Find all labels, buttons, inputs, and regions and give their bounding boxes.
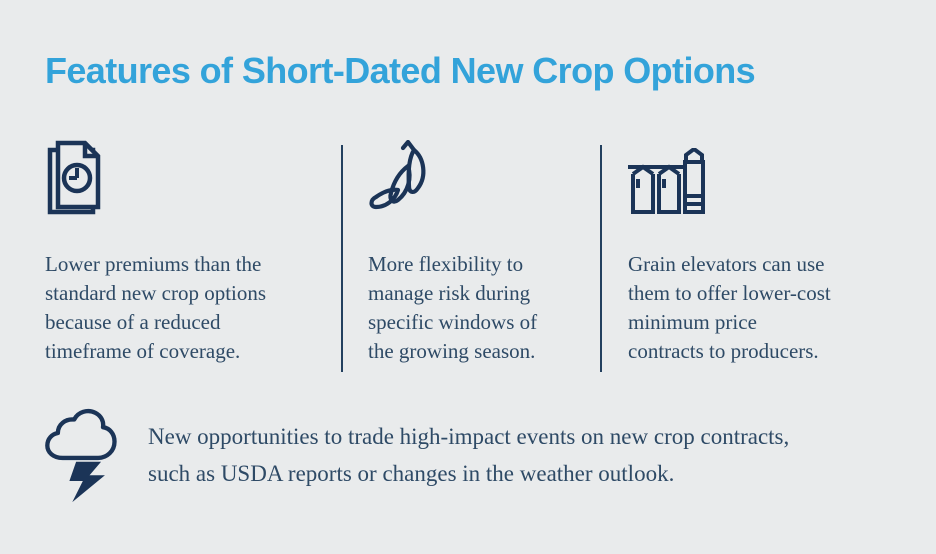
documents-clock-icon: [45, 140, 337, 232]
grain-elevator-icon: [628, 140, 920, 232]
column-divider: [341, 145, 343, 372]
footer-text: New opportunities to trade high-impact e…: [148, 424, 790, 486]
feature-text-grain-elevators: Grain elevators can use them to offer lo…: [628, 252, 831, 363]
feature-column-flexibility: More flexibility to manage risk during s…: [368, 140, 593, 366]
storm-cloud-lightning-icon: [38, 408, 130, 504]
feature-column-lower-premiums: Lower premiums than the standard new cro…: [45, 140, 337, 366]
feature-column-grain-elevators: Grain elevators can use them to offer lo…: [628, 140, 920, 366]
feature-text-flexibility: More flexibility to manage risk during s…: [368, 252, 538, 363]
footer-row: New opportunities to trade high-impact e…: [38, 404, 908, 504]
feature-text-lower-premiums: Lower premiums than the standard new cro…: [45, 252, 267, 363]
soybean-pods-icon: [368, 140, 593, 232]
page-title: Features of Short-Dated New Crop Options: [45, 50, 756, 91]
column-divider: [600, 145, 602, 372]
